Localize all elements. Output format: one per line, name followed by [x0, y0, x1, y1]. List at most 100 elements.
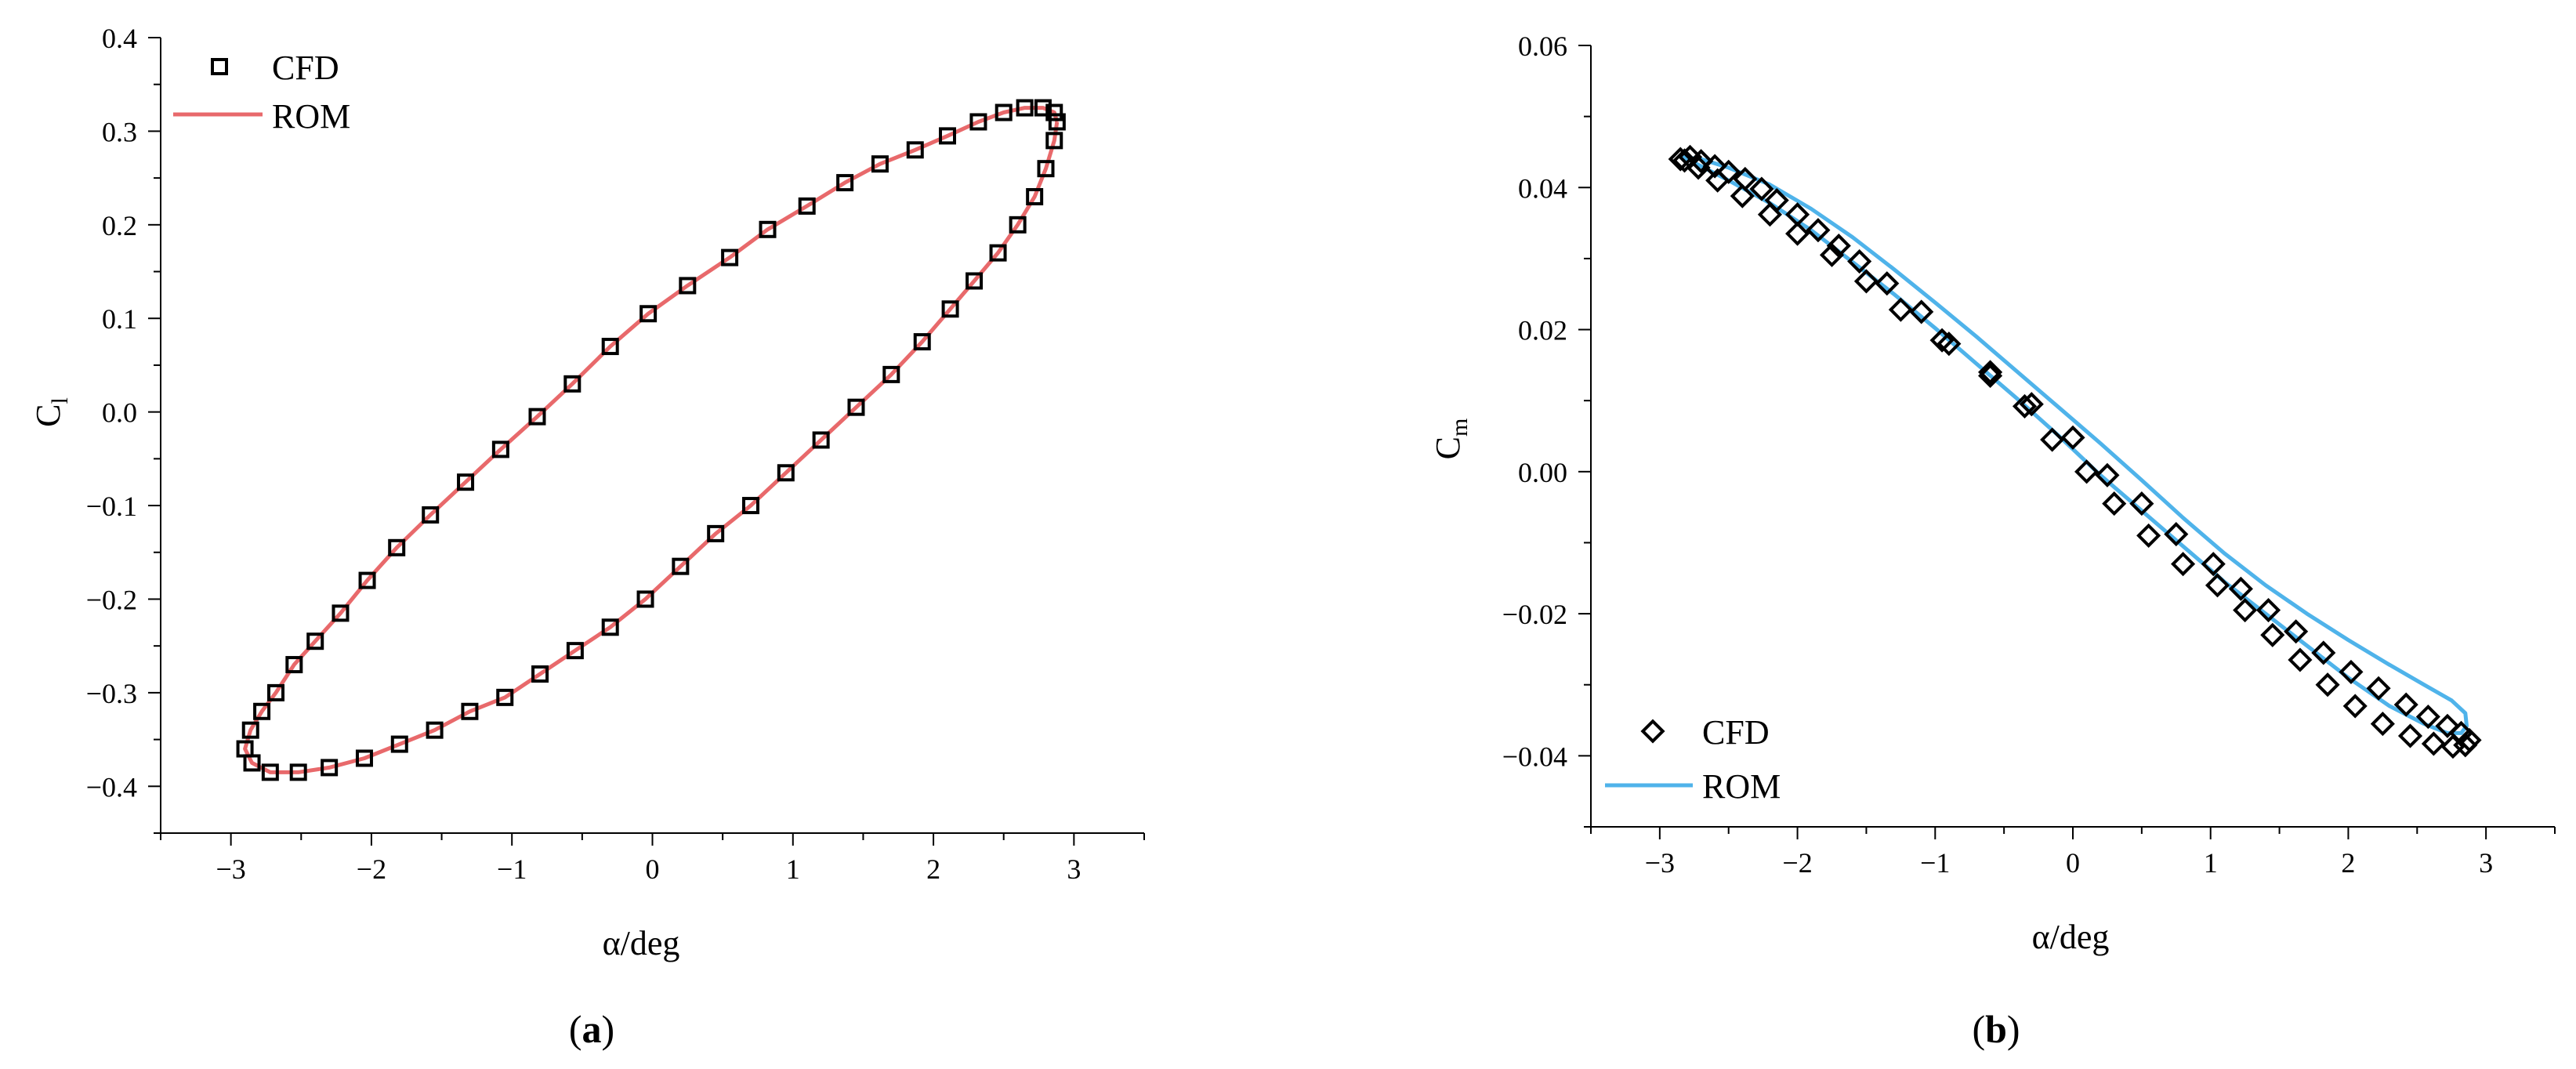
legend-cfd-diamond-icon — [1640, 719, 1665, 744]
panel-a-x-tick-label: −3 — [216, 853, 245, 885]
panel-a-cfd-point — [563, 375, 582, 393]
panel-a-cfd-point — [289, 763, 307, 781]
panel-b-x-tick-label: −2 — [1782, 847, 1812, 879]
panel-b-cfd-point — [2164, 522, 2189, 547]
panel-b-cfd-point — [1909, 299, 1934, 324]
panel-b-cfd-point — [2260, 622, 2285, 647]
panel-b-cfd-point — [2228, 576, 2253, 601]
panel-a-cfd-point — [777, 464, 795, 482]
panel-b-legend: CFD ROM — [1605, 713, 1781, 806]
panel-b-cfd-point — [2370, 712, 2395, 737]
panel-a-cfd-point — [913, 333, 931, 351]
panel-b-cfd-point — [2095, 462, 2120, 487]
panel-a-cfd-point — [531, 665, 549, 683]
panel-a-cfd-point — [969, 113, 987, 131]
legend-cfd-label: CFD — [1702, 713, 1770, 752]
panel-a-y-tick-label: 0.3 — [102, 116, 137, 147]
panel-b-cfd-point — [2288, 647, 2313, 672]
panel-b-cfd-point — [1749, 176, 1774, 201]
panel-a-cfd-point — [1045, 132, 1063, 150]
panel-a-cfd-point — [939, 127, 956, 145]
panel-a-cfd-point — [1048, 113, 1066, 131]
panel-b-ylabel-main: C — [1429, 437, 1467, 459]
panel-a-cfd-point — [836, 174, 854, 192]
panel-b-cfd-point — [2421, 731, 2446, 756]
panel-a-cfd-point — [995, 103, 1013, 121]
panel-a-x-tick-label: 3 — [1067, 853, 1081, 885]
panel-a-rom-line — [243, 106, 1060, 774]
panel-a-cfd-point — [388, 538, 406, 556]
panel-b-cfd-point — [1785, 221, 1810, 246]
panel-a-cfd-point — [707, 524, 725, 542]
panel-b-cfd-point — [2201, 552, 2226, 577]
panel-a-cfd-point — [871, 155, 889, 173]
panel-b-cfd-point — [2136, 523, 2161, 548]
panel-a-x-tick-label: −2 — [357, 853, 386, 885]
panel-b-label-close: ) — [2007, 1007, 2020, 1051]
panel-b-cfd-point — [2457, 727, 2482, 752]
panel-a-cfd-point — [332, 604, 350, 622]
panel-a-cfd-point — [390, 735, 408, 753]
panel-b-cfd-point — [2366, 676, 2391, 701]
panel-a-cfd-point — [798, 197, 816, 215]
legend-rom-label: ROM — [1702, 767, 1781, 806]
panel-a-cfd-point — [1009, 216, 1027, 234]
panel-b-y-tick-label: 0.04 — [1518, 172, 1567, 204]
panel-a-cfd-point — [306, 632, 324, 650]
panel-a-cfd-point — [679, 277, 697, 295]
panel-a-label-close: ) — [602, 1007, 615, 1051]
panel-a-cfd-point — [528, 408, 546, 426]
panel-a-cfd-point — [759, 220, 777, 238]
panel-a-cfd-point — [941, 300, 959, 318]
panel-b-y-tick-label: 0.00 — [1518, 457, 1567, 488]
panel-b-cfd-point — [2102, 491, 2127, 516]
panel-a-cfd-point — [267, 683, 285, 701]
panel-a-xlabel: α/deg — [603, 924, 680, 962]
panel-b-cfd-point — [2315, 672, 2340, 698]
panel-b-y-tick-label: −0.04 — [1502, 741, 1567, 772]
panel-a-x-tick-label: 1 — [786, 853, 800, 885]
panel-a-x-tick-label: −1 — [497, 853, 527, 885]
panel-a-cfd-point — [261, 763, 279, 781]
panel-a-y-tick-label: −0.2 — [86, 584, 137, 615]
panel-a-cfd-point — [812, 431, 830, 449]
panel-a-cfd-point — [742, 497, 759, 515]
panel-b-cfd-point — [1806, 218, 1831, 243]
panel-a-cfd-point — [882, 365, 900, 383]
panel-b-cfd-point — [2171, 552, 2196, 577]
panel-b-x-tick-label: 2 — [2341, 847, 2355, 879]
panel-a-y-tick-label: −0.1 — [86, 491, 137, 522]
panel-a-ylabel: Cl — [29, 397, 73, 427]
panel-a-cfd-point — [321, 759, 339, 777]
panel-a-x-tick-label: 0 — [646, 853, 660, 885]
panel-b-cfd-point — [1978, 360, 2003, 385]
panel-b-cfd-point — [1785, 202, 1810, 227]
panel-a-cfd-point — [1016, 99, 1034, 117]
panel-a-cfd-point — [1037, 160, 1055, 178]
panel-a-cfd-point — [358, 571, 376, 589]
panel-a-cfd-point — [457, 473, 475, 491]
panel-a-cfd-point — [1026, 188, 1044, 205]
panel-b-cfd-point — [1705, 168, 1730, 193]
panel-a-plot-area: −3 −2 −1 0 1 2 3 −0.4 −0.3 −0.2 −0.1 0.0 0.1 0.2 0.3 0.… — [86, 23, 1145, 885]
panel-a-cfd-point — [636, 590, 654, 608]
panel-b-x-tick-label: 3 — [2479, 847, 2493, 879]
panel-b-cfd-point — [2233, 598, 2258, 623]
panel-b-label-open: ( — [1972, 1007, 1985, 1051]
panel-b: −3 −2 −1 0 1 2 3 −0.04 −0.02 0.00 0.02 0.04 0.06 α/d… — [1429, 31, 2556, 1051]
panel-a-y-tick-label: −0.4 — [86, 771, 137, 803]
panel-b-cfd-point — [2060, 425, 2085, 450]
panel-a-y-tick-label: 0.0 — [102, 397, 137, 429]
panel-a-cfd-point — [241, 721, 259, 739]
panel-a-ylabel-sub: l — [47, 397, 73, 404]
panel-b-cfd-point — [2129, 491, 2154, 516]
panel-b-cfd-point — [2339, 659, 2364, 684]
panel-a-cfd-point — [236, 740, 254, 758]
panel-b-label-letter: b — [1985, 1007, 2007, 1051]
legend-cfd-marker-icon — [211, 58, 228, 75]
panel-a-cfd-point — [1034, 99, 1052, 117]
panel-a-cfd-point — [496, 688, 514, 706]
panel-a-legend: CFD ROM — [173, 49, 350, 136]
panel-b-x-tick-label: 0 — [2066, 847, 2080, 879]
panel-a-cfd-point — [285, 656, 303, 674]
